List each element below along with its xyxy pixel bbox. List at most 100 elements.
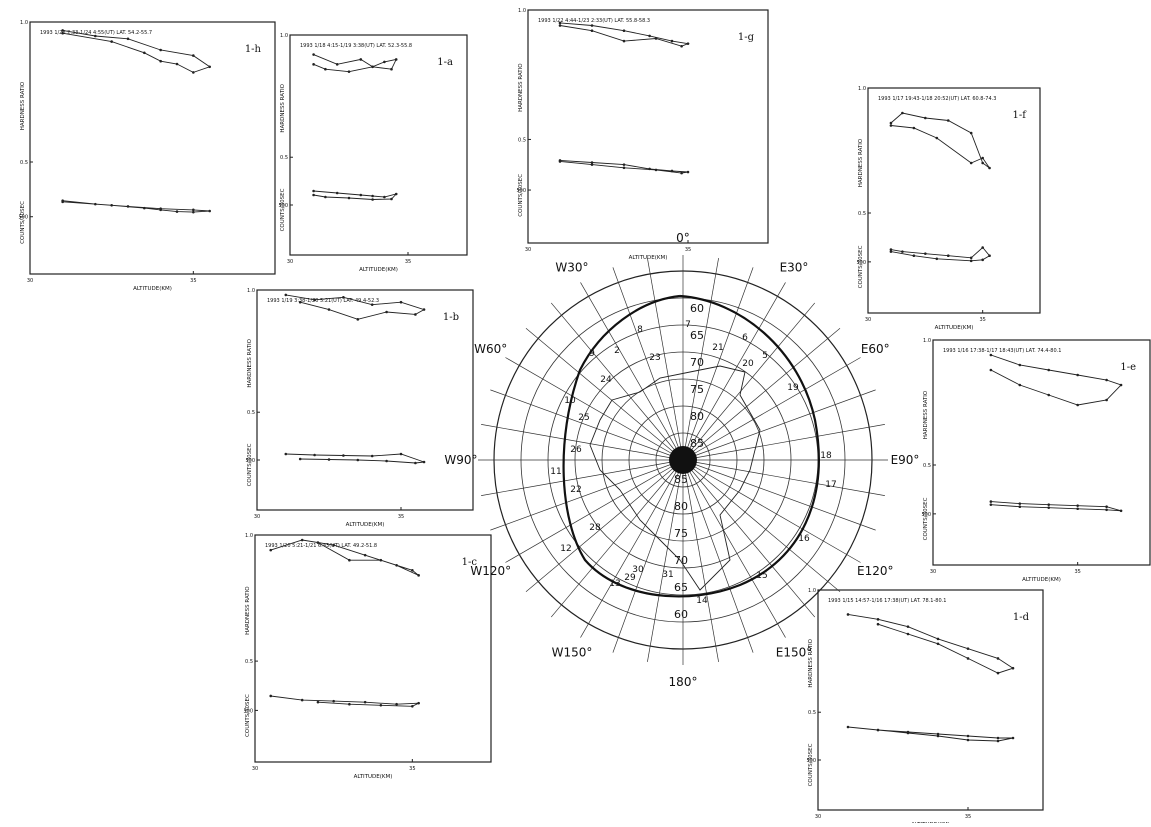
x-tick-label: 30 (815, 814, 821, 820)
data-point (906, 731, 910, 735)
track-label: 8 (637, 325, 643, 335)
track-label: 5 (762, 351, 768, 361)
data-point (327, 458, 331, 461)
data-point (175, 210, 179, 213)
y2-tick-label: 500 (856, 260, 866, 266)
data-point (417, 701, 420, 705)
meridian (688, 327, 841, 456)
data-point (332, 543, 335, 547)
x-tick-label: 35 (405, 259, 411, 265)
panel: 1993 1/20 5:21-1/21 6:43(UT) LAT. 49.2-5… (243, 533, 492, 780)
track-label: 24 (600, 375, 612, 385)
data-point (192, 208, 195, 212)
plot-frame (527, 9, 769, 244)
panel: 1993 1/17 19:43-1/18 20:52(UT) LAT. 60.8… (856, 86, 1041, 331)
panel-header: 1993 1/23 2:33-1/24 4:55(UT) LAT. 54.2-5… (40, 30, 152, 36)
data-point (143, 206, 146, 210)
data-point (312, 53, 315, 56)
data-point (192, 54, 195, 57)
y-tick-label: 1.0 (923, 338, 931, 344)
y-tick-label: 1.0 (518, 8, 526, 14)
data-point (284, 452, 288, 456)
data-point (969, 161, 973, 165)
data-point (1047, 503, 1051, 506)
data-point (399, 452, 403, 456)
panel: 1993 1/22 4:44-1/23 2:33(UT) LAT. 55.8-5… (516, 8, 769, 261)
data-line (62, 29, 211, 73)
data-point (876, 622, 880, 626)
data-point (924, 252, 927, 255)
data-point (966, 647, 970, 650)
track-label: 17 (825, 480, 836, 490)
data-point (1105, 378, 1108, 382)
y-axis-label: HARDNESS RATIO (245, 586, 251, 635)
data-point (876, 728, 880, 732)
data-point (1011, 736, 1015, 740)
data-point (363, 700, 367, 704)
panel: 1993 1/16 17:38-1/17 18:43(UT) LAT. 74.4… (921, 338, 1151, 583)
x-tick-label: 30 (252, 766, 258, 772)
x-tick-label: 35 (1074, 569, 1080, 575)
data-point (670, 39, 674, 43)
polar-map: 6060656570707575808085850°E30°E60°E90°E1… (444, 231, 919, 689)
meridian (647, 258, 682, 453)
longitude-label: 180° (669, 675, 698, 689)
track-label: 10 (564, 396, 576, 406)
y-axis-label: HARDNESS RATIO (247, 338, 253, 387)
track-label: 31 (662, 570, 673, 580)
data-point (208, 209, 211, 213)
panel-label: 1-e (1120, 362, 1136, 373)
data-point (143, 51, 146, 55)
data-point (989, 503, 993, 506)
track-label: 15 (756, 571, 767, 581)
data-point (989, 500, 993, 503)
balloon-track (562, 294, 820, 598)
data-point (383, 195, 386, 199)
data-point (889, 248, 893, 251)
data-point (312, 189, 315, 193)
data-point (935, 136, 939, 140)
meridian (687, 465, 816, 618)
data-point (414, 313, 417, 316)
meridian (647, 467, 682, 662)
track-label: 2 (614, 346, 620, 356)
data-point (969, 131, 973, 135)
data-point (335, 63, 339, 66)
track-label: 30 (632, 565, 644, 575)
y2-axis-label: COUNTS/30SEC (20, 201, 26, 244)
data-point (889, 121, 893, 125)
data-point (989, 353, 993, 357)
meridian (690, 462, 876, 531)
meridian (612, 467, 681, 653)
plot-frame (932, 339, 1151, 566)
y-axis-label: HARDNESS RATIO (280, 83, 286, 132)
data-point (1105, 505, 1108, 509)
data-point (654, 168, 658, 172)
meridian (686, 466, 786, 638)
data-point (936, 637, 940, 641)
longitude-label: E60° (861, 342, 890, 356)
panel-header: 1993 1/20 5:21-1/21 6:43(UT) LAT. 49.2-5… (265, 543, 377, 549)
data-point (966, 734, 970, 738)
data-point (327, 308, 331, 311)
data-point (269, 548, 273, 552)
data-point (159, 48, 162, 52)
data-point (347, 70, 351, 73)
data-point (889, 250, 893, 253)
data-point (1076, 507, 1079, 511)
data-point (1047, 368, 1051, 372)
meridian (688, 464, 841, 593)
data-point (648, 167, 651, 171)
panel-header: 1993 1/19 3:38-1/20 5:21(UT) LAT. 49.4-5… (267, 298, 379, 304)
data-point (680, 44, 683, 48)
data-point (946, 254, 950, 258)
data-point (332, 699, 335, 703)
latitude-label: 75 (674, 527, 688, 540)
track-label: 22 (570, 485, 581, 495)
data-point (969, 256, 973, 260)
x-tick-label: 35 (190, 278, 196, 284)
data-point (558, 160, 562, 163)
x-tick-label: 30 (865, 317, 871, 323)
data-point (889, 124, 893, 127)
